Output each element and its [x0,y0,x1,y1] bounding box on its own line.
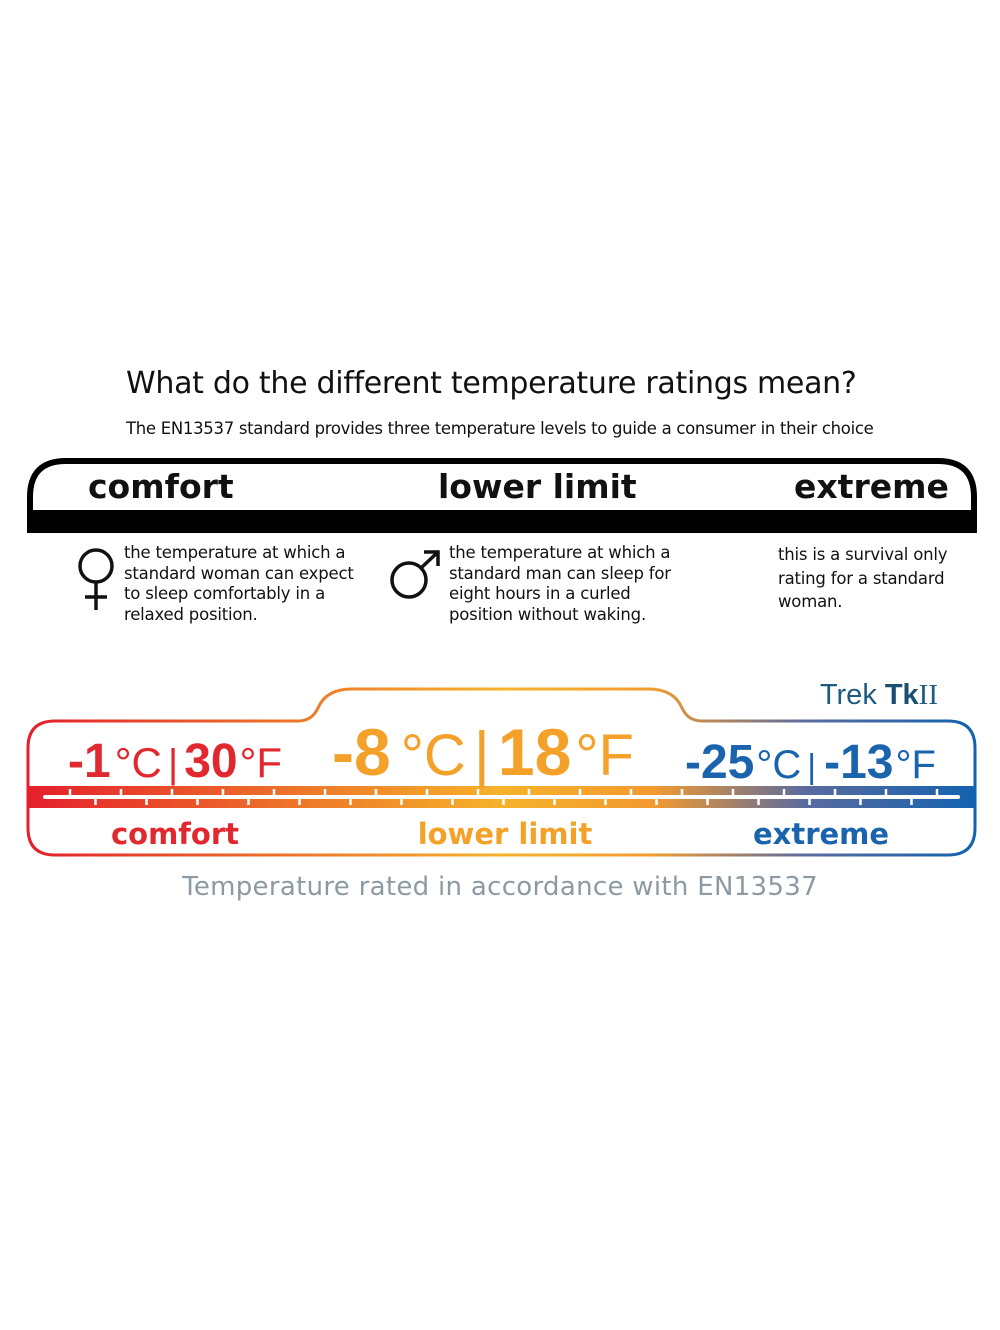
header-lower-limit: lower limit [438,467,637,506]
lower-limit-label: lower limit [418,817,593,851]
description-line: eight hours in a curled [449,584,631,603]
extreme-rating: -25°C | -13°F [685,736,936,789]
description-line: the temperature at which a [124,543,346,562]
extreme-description: this is a survival only rating for a sta… [778,543,948,614]
extreme-label: extreme [753,817,889,851]
lower-limit-description: the temperature at which a standard man … [449,543,671,625]
description-line: rating for a standard [778,568,945,588]
male-symbol-icon [390,550,440,599]
description-line: this is a survival only [778,545,948,564]
caption: Temperature rated in accordance with EN1… [182,872,818,902]
description-line: to sleep comfortably in a [124,584,325,603]
header-frame [27,458,977,533]
description-line: position without waking. [449,604,646,624]
page-title: What do the different temperature rating… [126,366,857,401]
comfort-rating: -1°C | 30°F [68,735,282,788]
description-line: woman. [778,592,843,611]
header-extreme: extreme [794,467,949,506]
scale-ticks [68,789,939,805]
female-symbol-icon [78,548,114,610]
header-comfort: comfort [88,467,234,506]
description-line: standard woman can expect [124,563,354,583]
description-line: relaxed position. [124,604,258,624]
product-name: Trek TkII [820,679,938,711]
comfort-label: comfort [111,817,239,851]
description-line: standard man can sleep for [449,563,671,583]
comfort-description: the temperature at which a standard woma… [124,543,354,625]
lower-limit-rating: -8 °C | 18°F [332,715,634,789]
header-bar [27,510,977,533]
description-line: the temperature at which a [449,543,671,562]
subtitle: The EN13537 standard provides three temp… [126,419,874,438]
gauge-outline [26,687,977,857]
